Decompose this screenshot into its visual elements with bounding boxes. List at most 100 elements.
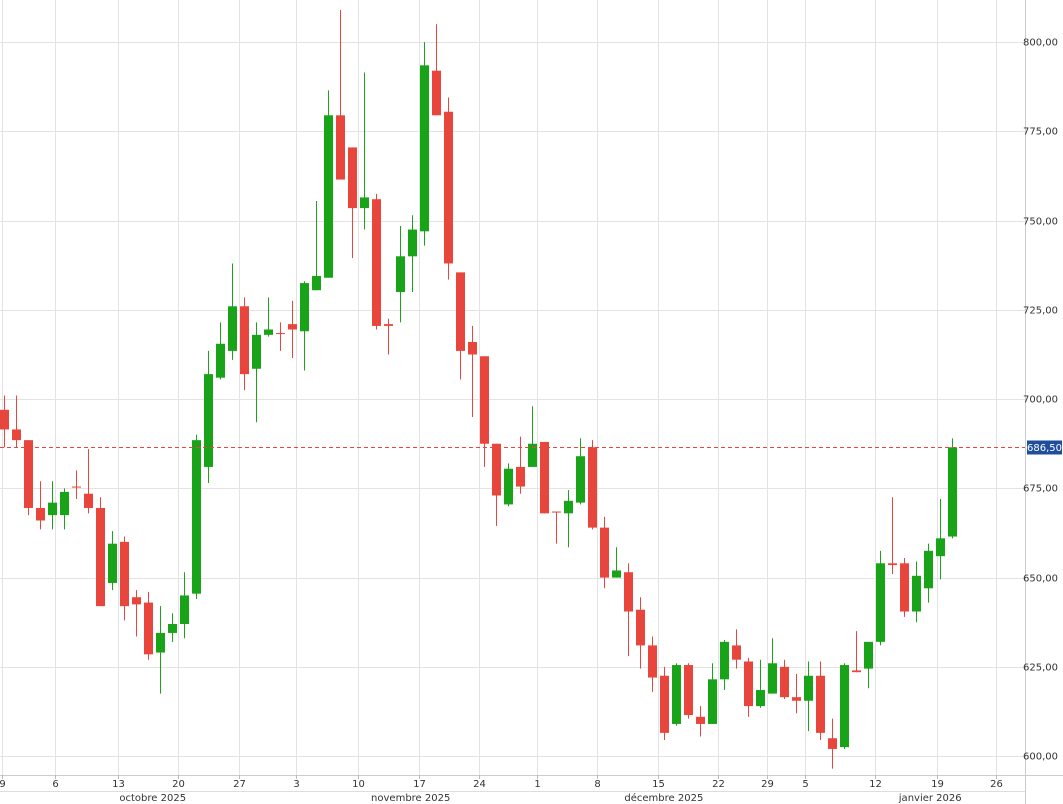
x-tick-label: 17: [413, 779, 426, 790]
candle-body: [252, 334, 261, 369]
candle-body: [180, 595, 189, 624]
candle-body: [24, 440, 33, 508]
candle-body: [144, 602, 153, 655]
candle-body: [924, 550, 933, 589]
x-tick-label: 29: [761, 779, 774, 790]
candle-body: [240, 306, 249, 375]
x-tick-label: 5: [802, 779, 808, 790]
candle-body: [204, 374, 213, 467]
candle-body: [540, 441, 549, 514]
candle-body: [372, 199, 381, 326]
candle-body: [708, 679, 717, 724]
candle-body: [36, 507, 45, 521]
y-tick-label: 700,00: [1023, 395, 1058, 406]
candle-body: [636, 609, 645, 646]
x-tick-label: 15: [652, 779, 665, 790]
candle-body: [912, 575, 921, 612]
x-tick-label: 10: [352, 779, 365, 790]
candle-body: [888, 563, 897, 566]
candle-body: [420, 65, 429, 232]
candle-body: [492, 443, 501, 496]
x-tick-label: 6: [52, 779, 58, 790]
candle-body: [432, 70, 441, 116]
plot: [0, 9, 1025, 769]
candle-body: [516, 466, 525, 487]
y-tick-label: 775,00: [1023, 127, 1058, 138]
y-tick-label: 600,00: [1023, 752, 1058, 763]
candle-body: [756, 690, 765, 707]
candle-body: [744, 661, 753, 707]
candle-body: [780, 666, 789, 698]
candle-body: [852, 670, 861, 673]
y-tick-label: 625,00: [1023, 663, 1058, 674]
month-label: novembre 2025: [371, 793, 450, 804]
candle-body: [132, 597, 141, 605]
candle-body: [588, 447, 597, 528]
x-tick-label: 26: [990, 779, 1003, 790]
candle-body: [228, 306, 237, 351]
candle-body: [624, 572, 633, 612]
x-tick-label: 24: [473, 779, 486, 790]
candle-body: [384, 324, 393, 326]
candle-body: [192, 440, 201, 594]
y-tick-label: 800,00: [1023, 38, 1058, 49]
month-label: janvier 2026: [898, 793, 962, 804]
x-tick-label: 19: [931, 779, 944, 790]
candle-body: [828, 738, 837, 749]
candle-body: [408, 229, 417, 257]
candle-body: [720, 641, 729, 680]
candle-body: [12, 429, 21, 441]
candle-body: [768, 663, 777, 694]
candle-body: [840, 665, 849, 748]
y-tick-label: 650,00: [1023, 574, 1058, 585]
candle-body: [168, 623, 177, 633]
candle-body: [288, 324, 297, 330]
month-label: octobre 2025: [119, 793, 186, 804]
candle-body: [444, 111, 453, 264]
last-price-label: 686,50: [1027, 443, 1062, 454]
y-tick-label: 725,00: [1023, 306, 1058, 317]
candle-body: [672, 665, 681, 724]
candle-body: [312, 275, 321, 291]
candle-body: [804, 675, 813, 701]
candle-body: [108, 543, 117, 583]
candle-body: [60, 491, 69, 516]
x-tick-label: 1: [534, 779, 540, 790]
candle-body: [504, 468, 513, 505]
candle-body: [276, 333, 285, 335]
y-tick-label: 675,00: [1023, 484, 1058, 495]
candle-body: [156, 632, 165, 653]
x-tick-label: 22: [712, 779, 725, 790]
x-tick-label: 3: [293, 779, 299, 790]
candle-body: [0, 409, 9, 430]
candle-body: [216, 343, 225, 378]
candle-body: [72, 486, 81, 488]
candle-body: [300, 283, 309, 332]
candle-body: [468, 341, 477, 355]
candle-body: [936, 538, 945, 557]
candle-body: [456, 272, 465, 351]
candle-body: [528, 443, 537, 467]
candle-body: [900, 563, 909, 612]
candle-body: [864, 641, 873, 669]
grid: [0, 0, 1025, 775]
x-tick-label: 27: [233, 779, 246, 790]
candle-body: [576, 456, 585, 503]
last-price-box: [1027, 440, 1062, 455]
candle-body: [684, 665, 693, 716]
candle-body: [348, 147, 357, 209]
candle-body: [816, 675, 825, 733]
candle-body: [96, 507, 105, 607]
candle-body: [660, 675, 669, 733]
candle-body: [324, 115, 333, 278]
x-tick-label: 8: [594, 779, 600, 790]
y-tick-label: 750,00: [1023, 217, 1058, 228]
candle-body: [480, 356, 489, 444]
candle-body: [792, 697, 801, 701]
x-tick-label: 12: [869, 779, 882, 790]
candle-body: [876, 563, 885, 642]
candle-body: [264, 329, 273, 335]
